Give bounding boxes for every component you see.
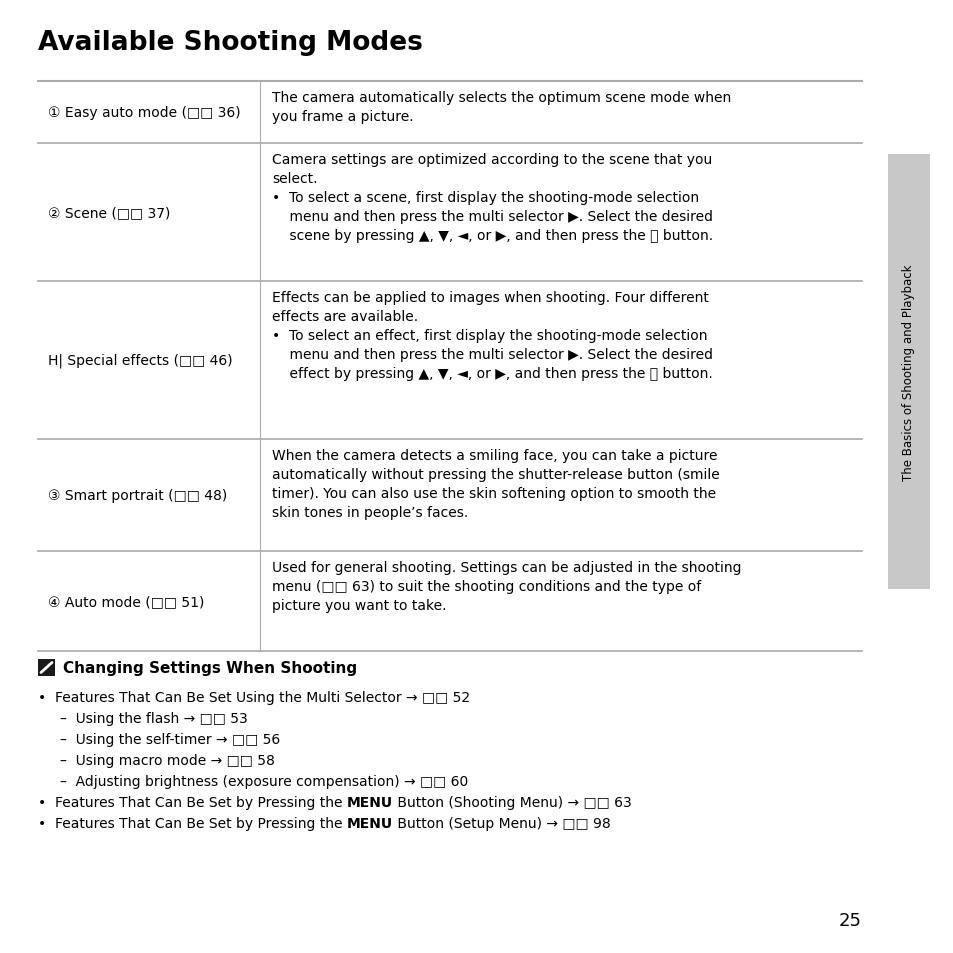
Text: MENU: MENU (347, 795, 393, 809)
Text: Changing Settings When Shooting: Changing Settings When Shooting (63, 660, 356, 676)
Text: –  Adjusting brightness (exposure compensation) → □□ 60: – Adjusting brightness (exposure compens… (60, 774, 468, 788)
Text: H| Special effects (□□ 46): H| Special effects (□□ 46) (48, 354, 233, 368)
Bar (887, 154, 929, 589)
Text: Available Shooting Modes: Available Shooting Modes (38, 30, 422, 56)
Text: 25: 25 (838, 911, 862, 929)
Text: –  Using macro mode → □□ 58: – Using macro mode → □□ 58 (60, 753, 274, 767)
Text: Effects can be applied to images when shooting. Four different
effects are avail: Effects can be applied to images when sh… (272, 291, 712, 380)
Text: MENU: MENU (347, 816, 393, 830)
Text: The Basics of Shooting and Playback: The Basics of Shooting and Playback (902, 264, 915, 480)
Text: ④ Auto mode (□□ 51): ④ Auto mode (□□ 51) (48, 595, 204, 608)
Text: Button (Shooting Menu) → □□ 63: Button (Shooting Menu) → □□ 63 (393, 795, 631, 809)
Text: ③ Smart portrait (□□ 48): ③ Smart portrait (□□ 48) (48, 489, 227, 502)
Text: Camera settings are optimized according to the scene that you
select.
•  To sele: Camera settings are optimized according … (272, 152, 713, 243)
Text: The camera automatically selects the optimum scene mode when
you frame a picture: The camera automatically selects the opt… (272, 91, 731, 124)
Text: When the camera detects a smiling face, you can take a picture
automatically wit: When the camera detects a smiling face, … (272, 449, 719, 519)
Text: •  Features That Can Be Set by Pressing the: • Features That Can Be Set by Pressing t… (38, 795, 347, 809)
Text: –  Using the flash → □□ 53: – Using the flash → □□ 53 (60, 711, 248, 725)
Text: Used for general shooting. Settings can be adjusted in the shooting
menu (□□ 63): Used for general shooting. Settings can … (272, 560, 740, 612)
Text: •  Features That Can Be Set by Pressing the: • Features That Can Be Set by Pressing t… (38, 816, 347, 830)
Text: –  Using the self-timer → □□ 56: – Using the self-timer → □□ 56 (60, 732, 280, 746)
Bar (38, 659, 55, 677)
Text: •  Features That Can Be Set Using the Multi Selector → □□ 52: • Features That Can Be Set Using the Mul… (38, 690, 470, 704)
Text: ① Easy auto mode (□□ 36): ① Easy auto mode (□□ 36) (48, 106, 240, 120)
Text: ② Scene (□□ 37): ② Scene (□□ 37) (48, 206, 171, 220)
Text: Button (Setup Menu) → □□ 98: Button (Setup Menu) → □□ 98 (393, 816, 610, 830)
